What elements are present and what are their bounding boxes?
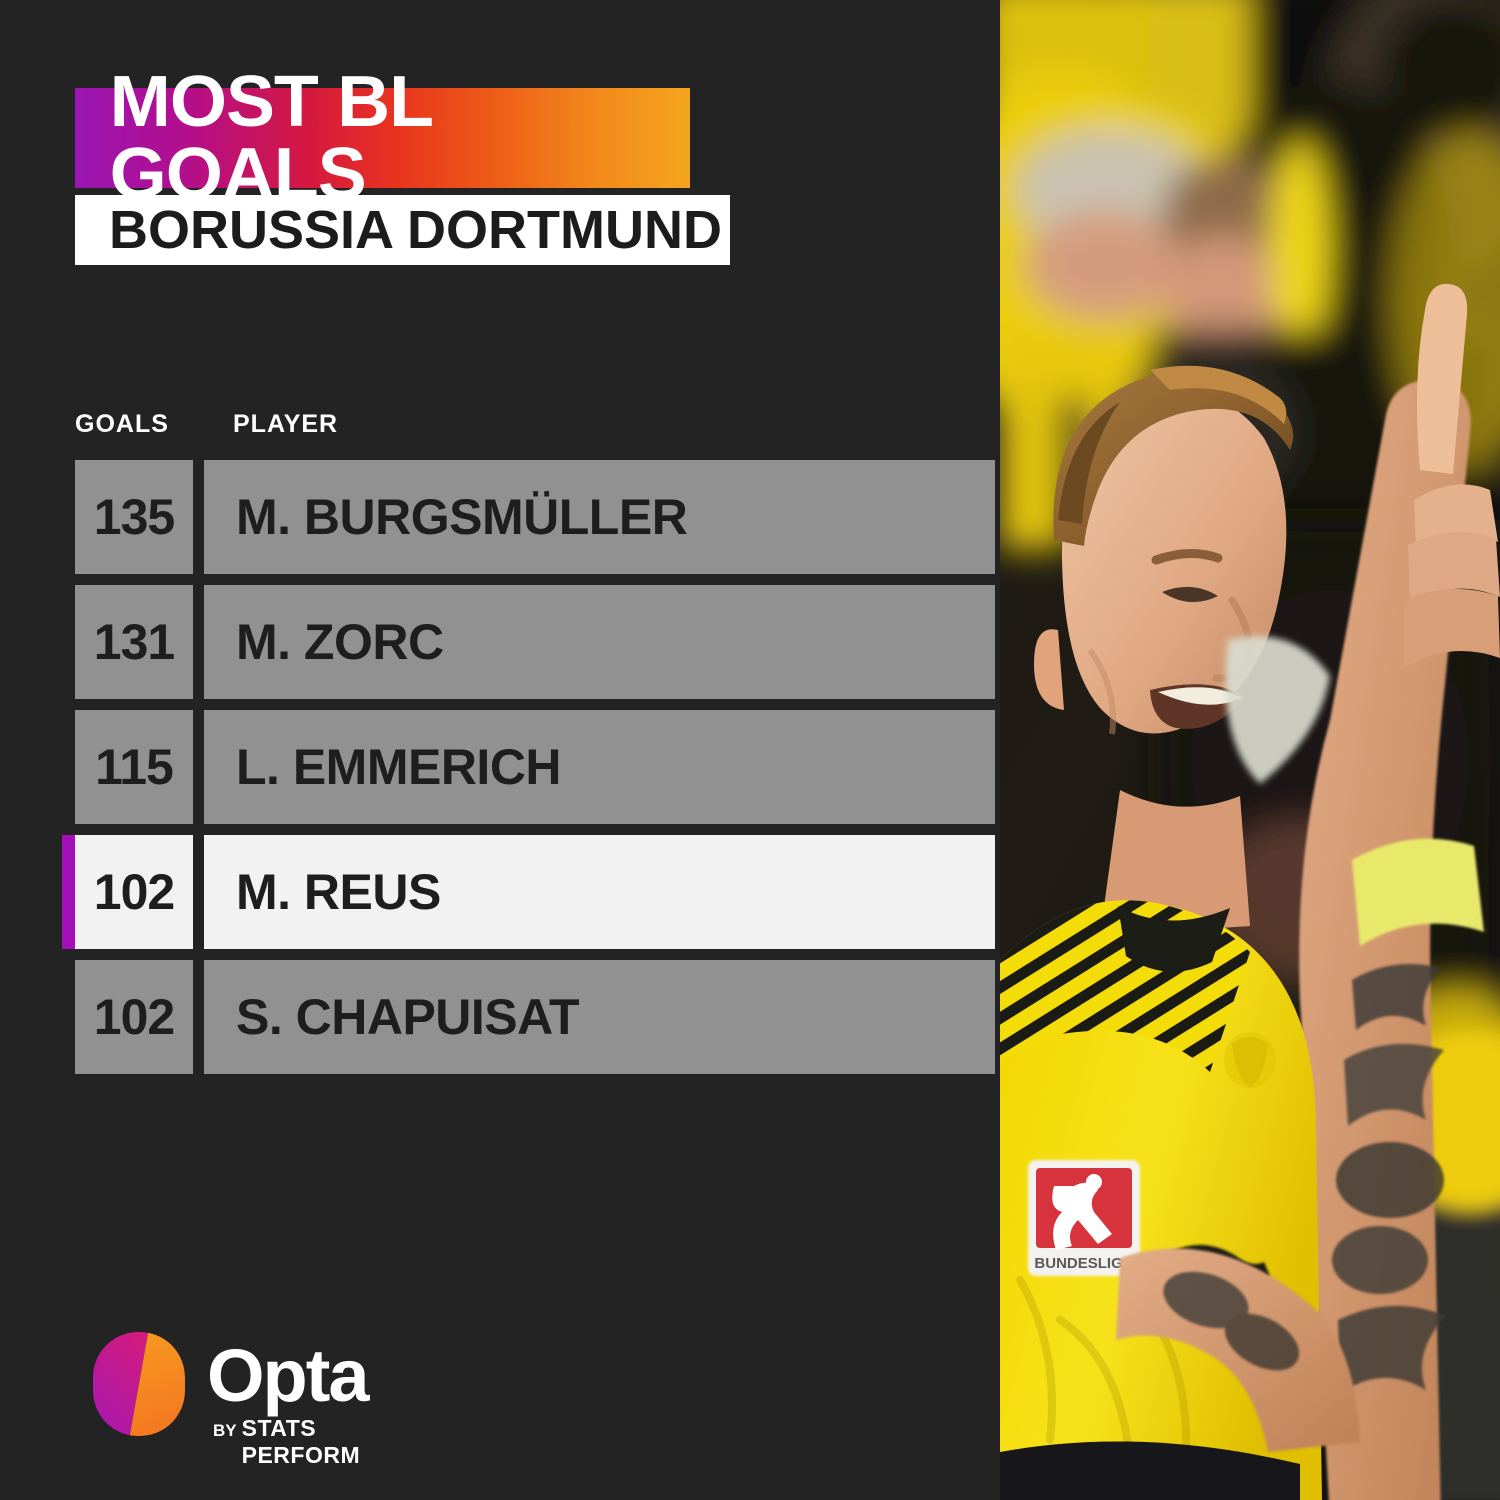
opta-ring-icon [93, 1332, 185, 1436]
goals-value: 115 [95, 739, 174, 795]
goals-value: 102 [93, 864, 175, 920]
title-gradient-background [75, 88, 690, 188]
player-cell: S. CHAPUISAT [204, 960, 995, 1074]
table-row[interactable]: 135 M. BURGSMÜLLER [75, 460, 995, 574]
goals-cell: 102 [75, 960, 193, 1074]
player-name: M. BURGSMÜLLER [236, 489, 688, 545]
goals-table: 135 M. BURGSMÜLLER 131 M. ZORC 115 [62, 460, 995, 1085]
stats-panel: MOST BL GOALS BORUSSIA DORTMUND GOALS PL… [62, 66, 995, 1468]
opta-byline: BY STATS PERFORM [213, 1415, 405, 1469]
player-cell: M. REUS [204, 835, 995, 949]
player-name: M. REUS [236, 864, 441, 920]
svg-text:BUNDESLIGA: BUNDESLIGA [1034, 1255, 1133, 1272]
player-cell: M. ZORC [204, 585, 995, 699]
table-column-headers: GOALS PLAYER [75, 412, 975, 446]
player-name: S. CHAPUISAT [236, 989, 580, 1045]
table-row[interactable]: 102 S. CHAPUISAT [75, 960, 995, 1074]
byline-stats-perform: STATS PERFORM [241, 1415, 361, 1468]
table-row[interactable]: 131 M. ZORC [75, 585, 995, 699]
player-name: L. EMMERICH [236, 739, 562, 795]
player-name: M. ZORC [236, 614, 444, 670]
player-cell: M. BURGSMÜLLER [204, 460, 995, 574]
opta-wordmark: Opta [207, 1334, 370, 1417]
goals-value: 102 [93, 989, 175, 1045]
page-title: MOST BL GOALS [109, 62, 433, 214]
goals-cell: 135 [75, 460, 193, 574]
opta-logo: Opta BY STATS PERFORM [85, 1325, 405, 1468]
byline-by: BY [213, 1421, 237, 1440]
column-header-player: PLAYER [233, 410, 339, 438]
table-row-highlighted[interactable]: 102 M. REUS [62, 835, 995, 949]
page-subtitle: BORUSSIA DORTMUND [109, 200, 722, 260]
table-row[interactable]: 115 L. EMMERICH [75, 710, 995, 824]
player-cell: L. EMMERICH [204, 710, 995, 824]
goals-cell: 115 [75, 710, 193, 824]
goals-cell: 131 [75, 585, 193, 699]
goals-value: 135 [93, 489, 175, 545]
subtitle-banner: BORUSSIA DORTMUND [75, 195, 730, 265]
player-photo-illustration: BUNDESLIGA [1000, 0, 1500, 1500]
goals-cell: 102 [75, 835, 193, 949]
highlight-accent-bar [62, 835, 75, 949]
goals-value: 131 [93, 614, 175, 670]
player-photo: BUNDESLIGA [1000, 0, 1500, 1500]
title-banner: MOST BL GOALS [75, 66, 690, 210]
column-header-goals: GOALS [75, 410, 169, 438]
